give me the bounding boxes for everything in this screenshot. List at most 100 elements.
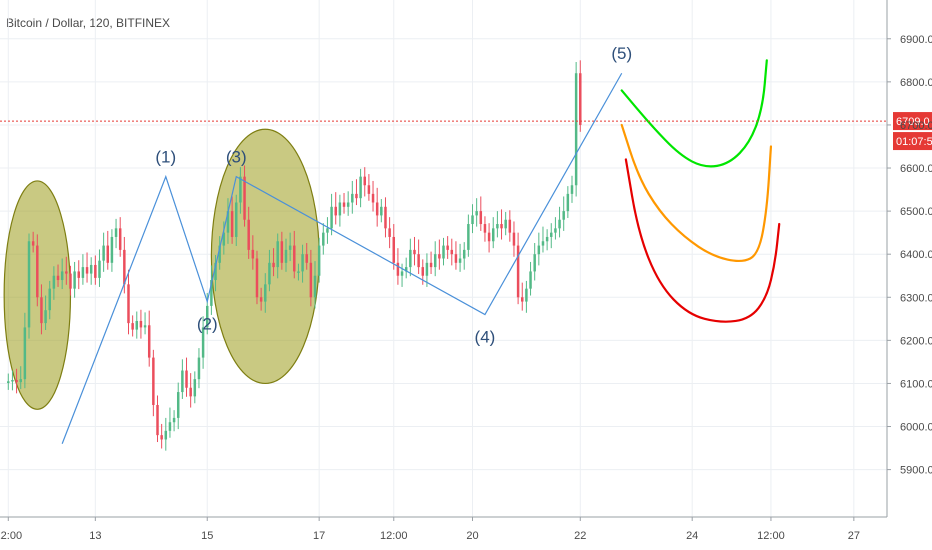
candle-body <box>487 232 491 242</box>
x-tick-label: 12:00 <box>757 530 785 542</box>
candle-body <box>160 435 163 440</box>
candle-body <box>164 430 168 440</box>
candle-body <box>417 254 420 268</box>
candle-body <box>425 262 429 276</box>
candle-body <box>181 370 184 393</box>
candle-body <box>214 262 217 281</box>
candle-layer <box>7 60 582 451</box>
candle-body <box>475 211 478 216</box>
x-tick-label: 22 <box>574 530 586 542</box>
candle-body <box>533 254 536 272</box>
candle-body <box>500 224 503 229</box>
candle-body <box>247 219 250 250</box>
candle-body <box>110 236 114 263</box>
candle-body <box>102 245 105 261</box>
candle-body <box>330 206 333 229</box>
candle-body <box>73 271 76 289</box>
wave-label: (2) <box>197 315 218 334</box>
projection-curve-red <box>624 158 781 323</box>
y-tick-label: 5900.0 <box>900 465 932 477</box>
candle-body <box>504 219 507 229</box>
candle-body <box>305 254 308 263</box>
candle-body <box>479 211 483 225</box>
candle-body <box>23 327 27 380</box>
x-tick-label: 20 <box>466 530 478 542</box>
grid-layer <box>0 0 887 517</box>
candle-body <box>351 193 354 203</box>
candle-body <box>235 202 238 237</box>
candle-body <box>483 224 487 233</box>
projection-curve-green <box>620 59 768 168</box>
x-tick-label: 12:00 <box>0 530 22 542</box>
candle-body <box>147 325 151 358</box>
wave-layer: (1) (2) (3) (4) (5) <box>61 44 632 444</box>
candle-body <box>89 264 93 274</box>
candle-body <box>392 236 396 263</box>
wave-label: (4) <box>475 328 496 347</box>
price-line-layer: 6709.0 01:07:56 <box>0 112 932 151</box>
candle-body <box>135 320 139 330</box>
current-price-tag <box>893 112 932 131</box>
candle-body <box>525 288 528 302</box>
candle-body <box>131 323 134 330</box>
candle-body <box>168 422 172 431</box>
candle-body <box>65 271 68 274</box>
candle-body <box>222 232 226 246</box>
candle-body <box>218 245 221 263</box>
candle-body <box>185 370 188 388</box>
candle-body <box>52 275 56 289</box>
candle-body <box>193 379 197 397</box>
candle-body <box>272 262 275 268</box>
candle-body <box>19 379 22 383</box>
wave-label: (3) <box>226 148 247 167</box>
candle-body <box>566 193 570 212</box>
candle-body <box>60 271 64 281</box>
candle-body <box>458 258 462 263</box>
candle-body <box>438 254 441 259</box>
candle-body <box>446 245 449 250</box>
candle-body <box>239 176 242 203</box>
y-tick-label: 6700.0 <box>900 120 932 132</box>
candle-body <box>176 392 180 418</box>
candle-body <box>471 215 474 225</box>
candle-body <box>512 232 516 246</box>
candle-body <box>44 310 47 324</box>
candle-body <box>56 275 60 281</box>
candle-body <box>297 271 300 273</box>
candle-body <box>48 288 51 311</box>
candle-body <box>442 245 445 259</box>
candle-body <box>201 327 205 358</box>
candle-body <box>496 224 499 229</box>
y-tick-label: 6300.0 <box>900 292 932 304</box>
x-tick-label: 12:00 <box>380 530 408 542</box>
candle-body <box>400 271 404 276</box>
chart-title: Bitcoin / Dollar, 120, BITFINEX <box>6 16 171 30</box>
candle-body <box>338 202 342 216</box>
candle-body <box>570 185 574 194</box>
candle-body <box>81 267 85 278</box>
candle-body <box>450 249 454 255</box>
candle-body <box>98 260 101 278</box>
candle-body <box>462 249 466 259</box>
candle-body <box>251 249 255 259</box>
candle-body <box>359 176 362 199</box>
candle-body <box>69 273 72 289</box>
candle-body <box>537 245 541 255</box>
candle-body <box>27 241 31 328</box>
x-tick-label: 27 <box>848 530 860 542</box>
y-tick-label: 6600.0 <box>900 163 932 175</box>
candle-body <box>413 249 416 255</box>
candle-body <box>375 202 379 216</box>
candle-body <box>371 193 375 203</box>
candle-body <box>284 249 288 263</box>
y-tick-label: 6200.0 <box>900 335 932 347</box>
candle-body <box>301 254 304 272</box>
candle-body <box>467 224 470 250</box>
candle-body <box>197 357 201 380</box>
candle-body <box>288 245 292 250</box>
candle-body <box>317 245 321 276</box>
candle-body <box>210 280 213 306</box>
candle-body <box>579 73 582 125</box>
